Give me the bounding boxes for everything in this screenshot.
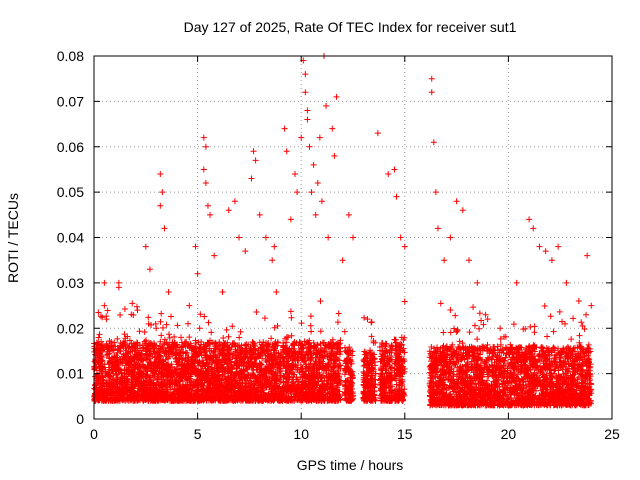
data-point (197, 311, 204, 318)
data-point (317, 328, 324, 335)
data-point (329, 336, 336, 343)
data-point (158, 347, 165, 354)
data-point (208, 329, 215, 336)
data-point (280, 339, 287, 346)
data-point (254, 366, 261, 373)
data-point (163, 321, 170, 328)
data-point (219, 371, 226, 378)
data-point (136, 328, 143, 335)
data-point (223, 326, 230, 333)
data-point (128, 311, 135, 318)
data-point (156, 343, 163, 350)
data-point (114, 335, 121, 342)
data-point (157, 318, 164, 325)
data-point (317, 298, 324, 305)
data-points (91, 53, 595, 409)
data-point (162, 348, 169, 355)
data-point (229, 323, 236, 330)
data-point (119, 379, 126, 386)
data-point (228, 344, 235, 351)
data-point (145, 314, 152, 321)
data-point (287, 308, 294, 315)
data-point (307, 322, 314, 329)
data-point (205, 319, 212, 326)
data-point (334, 319, 341, 326)
data-point (268, 335, 275, 342)
data-point (401, 298, 408, 305)
data-point (333, 351, 340, 358)
data-point (470, 304, 477, 311)
data-point (261, 315, 268, 322)
data-point (216, 339, 223, 346)
data-point (204, 353, 211, 360)
data-point (171, 333, 178, 340)
data-point (308, 328, 315, 335)
data-point (335, 363, 342, 370)
data-point (133, 303, 140, 310)
data-point (159, 324, 166, 331)
data-point (185, 320, 192, 327)
data-point (361, 314, 368, 321)
grid-lines (94, 56, 612, 419)
data-point (166, 331, 173, 338)
data-point (305, 377, 312, 384)
data-point (224, 361, 231, 368)
data-point (298, 320, 305, 327)
data-point (99, 314, 106, 321)
data-point (104, 307, 111, 314)
data-point (307, 313, 314, 320)
data-point (466, 329, 473, 336)
data-point (143, 337, 150, 344)
data-point (253, 308, 260, 315)
data-point (187, 371, 194, 378)
data-point (225, 333, 232, 340)
data-point (335, 310, 342, 317)
data-point (368, 319, 375, 326)
data-point (277, 378, 284, 385)
data-point (158, 310, 165, 317)
data-point (95, 309, 102, 316)
data-point (99, 342, 106, 349)
data-point (167, 313, 174, 320)
data-point (169, 339, 176, 346)
data-point (186, 334, 193, 341)
data-point (288, 314, 295, 321)
data-point (290, 342, 297, 349)
data-point (141, 329, 148, 336)
data-point (96, 331, 103, 338)
data-point (145, 320, 152, 327)
data-point (158, 332, 165, 339)
data-point (127, 348, 134, 355)
data-point (121, 306, 128, 313)
data-point (122, 350, 129, 357)
data-point (103, 352, 110, 359)
data-point (288, 332, 295, 339)
data-point (227, 372, 234, 379)
data-point (166, 334, 173, 341)
data-point (220, 335, 227, 342)
data-point (391, 336, 398, 343)
data-point (95, 334, 102, 341)
data-point (117, 311, 124, 318)
data-point (341, 328, 348, 335)
data-point (237, 328, 244, 335)
data-point (179, 359, 186, 366)
data-point (129, 300, 136, 307)
data-point (174, 322, 181, 329)
data-point (310, 339, 317, 346)
data-point (282, 375, 289, 382)
data-point (161, 340, 168, 347)
data-point (161, 336, 168, 343)
data-point (236, 334, 243, 341)
data-point (133, 339, 140, 346)
chart-title: Day 127 of 2025, Rate Of TEC Index for r… (184, 19, 517, 35)
